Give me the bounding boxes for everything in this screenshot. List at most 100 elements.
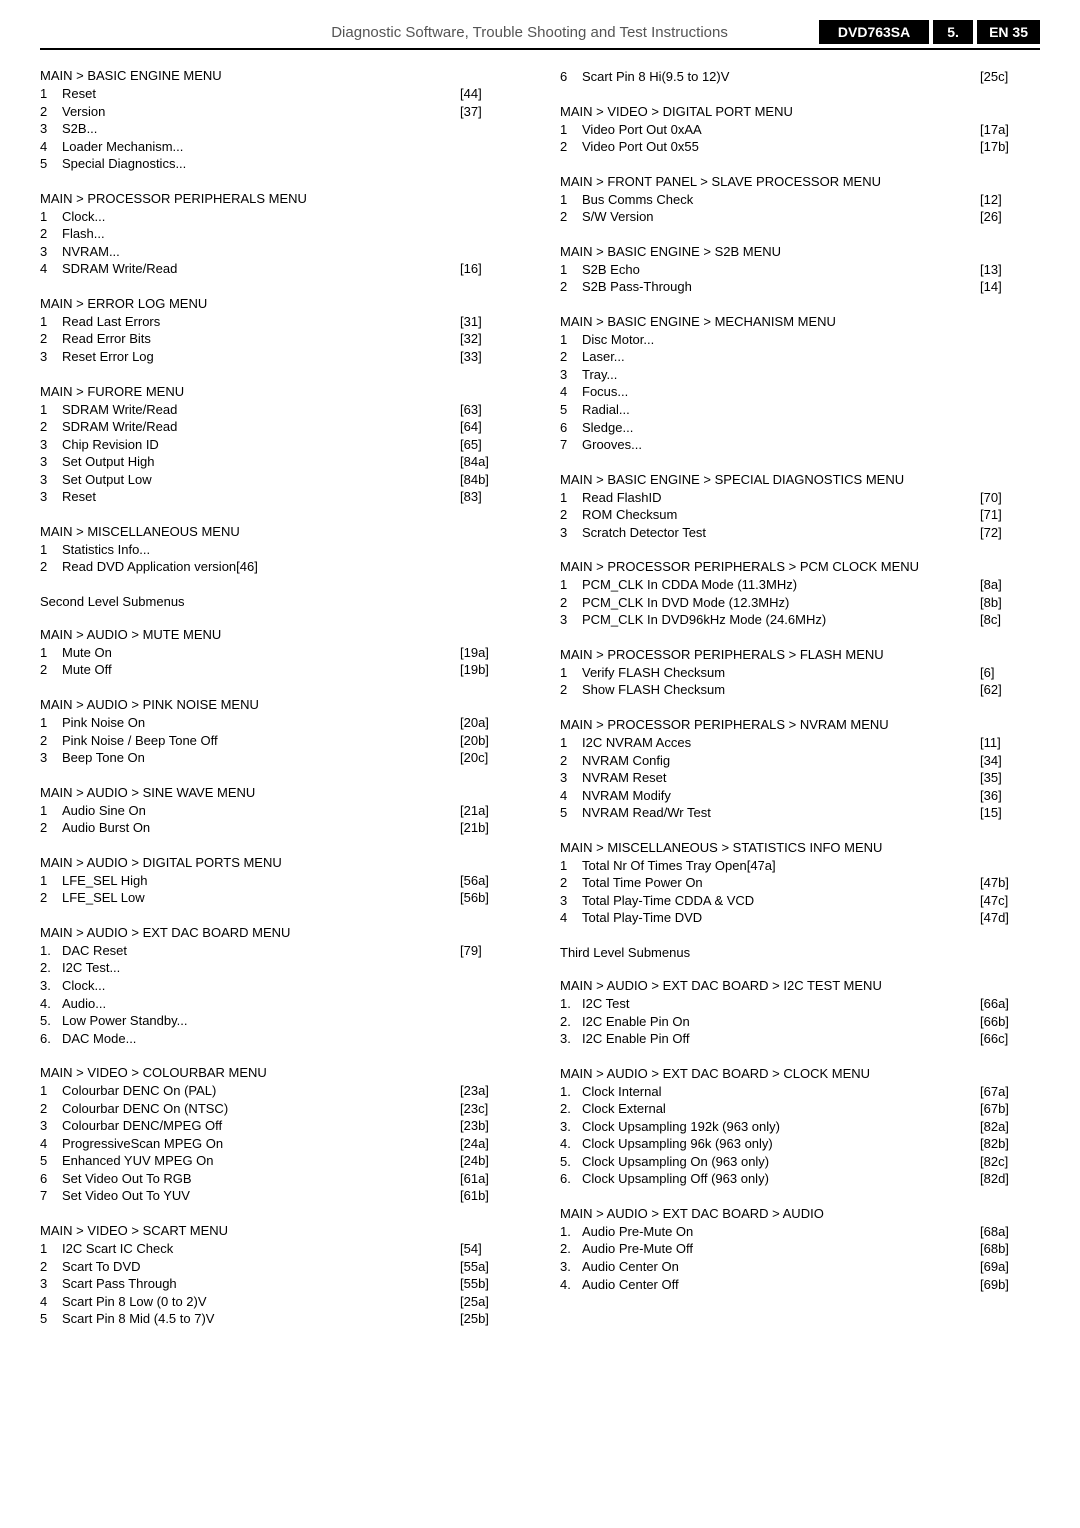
- menu-item-row: 1PCM_CLK In CDDA Mode (11.3MHz)[8a]: [560, 576, 1040, 594]
- menu-item-row: 2.Clock External[67b]: [560, 1100, 1040, 1118]
- item-index: 1.: [560, 1223, 582, 1241]
- menu-item-row: 3Chip Revision ID[65]: [40, 436, 520, 454]
- item-label: S2B Echo: [582, 261, 980, 279]
- item-label: Audio Pre-Mute On: [582, 1223, 980, 1241]
- menu-item-row: 2LFE_SEL Low[56b]: [40, 889, 520, 907]
- menu-item-row: 2Scart To DVD[55a]: [40, 1258, 520, 1276]
- item-index: 3.: [560, 1030, 582, 1048]
- item-ref: [69a]: [980, 1258, 1040, 1276]
- item-label: SDRAM Write/Read: [62, 418, 460, 436]
- item-ref: [23c]: [460, 1100, 520, 1118]
- menu-item-row: 2Audio Burst On[21b]: [40, 819, 520, 837]
- menu-item-row: 3Reset[83]: [40, 488, 520, 506]
- item-label: Reset Error Log: [62, 348, 460, 366]
- menu-item-row: 2S2B Pass-Through[14]: [560, 278, 1040, 296]
- item-ref: [460, 138, 520, 156]
- item-ref: [24b]: [460, 1152, 520, 1170]
- item-ref: [83]: [460, 488, 520, 506]
- menu-item-row: 3Scart Pass Through[55b]: [40, 1275, 520, 1293]
- item-index: 3: [40, 120, 62, 138]
- item-index: 3: [40, 436, 62, 454]
- item-label: Statistics Info...: [62, 541, 460, 559]
- item-index: 1: [40, 872, 62, 890]
- item-ref: [21a]: [460, 802, 520, 820]
- item-index: 1: [560, 664, 582, 682]
- item-label: NVRAM Reset: [582, 769, 980, 787]
- menu-section: MAIN > VIDEO > COLOURBAR MENU1Colourbar …: [40, 1065, 520, 1205]
- item-index: 2: [40, 819, 62, 837]
- item-ref: [14]: [980, 278, 1040, 296]
- menu-item-row: 3S2B...: [40, 120, 520, 138]
- menu-item-row: 6.Clock Upsampling Off (963 only)[82d]: [560, 1170, 1040, 1188]
- item-ref: [8a]: [980, 576, 1040, 594]
- menu-item-row: 1Audio Sine On[21a]: [40, 802, 520, 820]
- item-label: Clock...: [62, 208, 460, 226]
- item-ref: [25a]: [460, 1293, 520, 1311]
- item-ref: [31]: [460, 313, 520, 331]
- item-ref: [26]: [980, 208, 1040, 226]
- menu-item-row: 2SDRAM Write/Read[64]: [40, 418, 520, 436]
- item-index: 3: [40, 1117, 62, 1135]
- item-ref: [67a]: [980, 1083, 1040, 1101]
- header-badges: DVD763SA 5. EN 35: [819, 20, 1040, 44]
- menu-section: MAIN > VIDEO > SCART MENU1I2C Scart IC C…: [40, 1223, 520, 1328]
- menu-item-row: 1Disc Motor...: [560, 331, 1040, 349]
- item-ref: [460, 120, 520, 138]
- item-ref: [71]: [980, 506, 1040, 524]
- menu-item-row: 6.DAC Mode...: [40, 1030, 520, 1048]
- item-ref: [20a]: [460, 714, 520, 732]
- item-index: 2: [560, 506, 582, 524]
- section-title: MAIN > AUDIO > MUTE MENU: [40, 627, 520, 642]
- item-label: Video Port Out 0xAA: [582, 121, 980, 139]
- item-index: 5: [40, 1152, 62, 1170]
- item-label: Audio...: [62, 995, 460, 1013]
- item-index: 2: [560, 681, 582, 699]
- menu-item-row: 1.I2C Test[66a]: [560, 995, 1040, 1013]
- menu-item-row: 1.DAC Reset[79]: [40, 942, 520, 960]
- item-ref: [66a]: [980, 995, 1040, 1013]
- menu-item-row: 1.Audio Pre-Mute On[68a]: [560, 1223, 1040, 1241]
- menu-section: MAIN > AUDIO > EXT DAC BOARD > I2C TEST …: [560, 978, 1040, 1048]
- item-index: 2: [40, 1100, 62, 1118]
- item-label: Laser...: [582, 348, 980, 366]
- item-ref: [82d]: [980, 1170, 1040, 1188]
- item-index: 3: [40, 243, 62, 261]
- menu-item-row: 2Read DVD Application version[46]: [40, 558, 520, 576]
- menu-section: 6Scart Pin 8 Hi(9.5 to 12)V[25c]: [560, 68, 1040, 86]
- item-ref: [55b]: [460, 1275, 520, 1293]
- item-ref: [980, 366, 1040, 384]
- item-label: Focus...: [582, 383, 980, 401]
- item-ref: [12]: [980, 191, 1040, 209]
- item-index: 1: [40, 714, 62, 732]
- item-label: Clock Upsampling On (963 only): [582, 1153, 980, 1171]
- item-label: Chip Revision ID: [62, 436, 460, 454]
- item-label: Show FLASH Checksum: [582, 681, 980, 699]
- item-index: 3: [560, 524, 582, 542]
- item-ref: [980, 348, 1040, 366]
- item-index: 3: [40, 348, 62, 366]
- item-ref: [33]: [460, 348, 520, 366]
- item-label: ROM Checksum: [582, 506, 980, 524]
- item-ref: [56a]: [460, 872, 520, 890]
- item-ref: [47b]: [980, 874, 1040, 892]
- item-index: 2: [40, 418, 62, 436]
- item-label: S2B Pass-Through: [582, 278, 980, 296]
- menu-item-row: 2Video Port Out 0x55[17b]: [560, 138, 1040, 156]
- menu-item-row: 3.Clock Upsampling 192k (963 only)[82a]: [560, 1118, 1040, 1136]
- item-index: 2.: [40, 959, 62, 977]
- badge-page: EN 35: [977, 20, 1040, 44]
- item-label: Sledge...: [582, 419, 980, 437]
- menu-item-row: 5Radial...: [560, 401, 1040, 419]
- item-ref: [70]: [980, 489, 1040, 507]
- menu-section: MAIN > BASIC ENGINE > SPECIAL DIAGNOSTIC…: [560, 472, 1040, 542]
- item-ref: [63]: [460, 401, 520, 419]
- item-label: I2C Test...: [62, 959, 460, 977]
- item-label: Set Video Out To RGB: [62, 1170, 460, 1188]
- item-index: 4: [40, 1293, 62, 1311]
- item-ref: [21b]: [460, 819, 520, 837]
- menu-item-row: 3PCM_CLK In DVD96kHz Mode (24.6MHz)[8c]: [560, 611, 1040, 629]
- item-ref: [35]: [980, 769, 1040, 787]
- item-index: 2.: [560, 1013, 582, 1031]
- item-index: 1: [560, 857, 582, 875]
- item-ref: [17a]: [980, 121, 1040, 139]
